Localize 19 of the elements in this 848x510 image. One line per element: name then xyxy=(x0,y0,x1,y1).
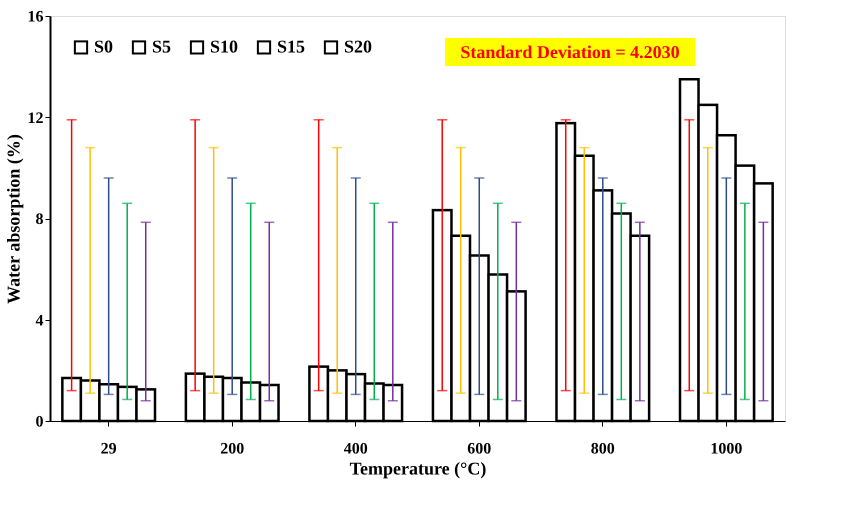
x-axis-title: Temperature (°C) xyxy=(350,458,486,478)
x-tick-label: 400 xyxy=(344,440,368,458)
y-axis-title: Water absorption (%) xyxy=(4,134,24,304)
x-tick-label: 200 xyxy=(220,440,244,458)
legend-label: S5 xyxy=(152,36,172,56)
x-tick-label: 800 xyxy=(590,440,615,458)
legend-label: S10 xyxy=(210,36,238,56)
y-tick-label: 4 xyxy=(36,312,44,330)
x-tick-label: 600 xyxy=(467,440,492,458)
y-tick-label: 16 xyxy=(28,8,44,26)
annotation: Standard Deviation = 4.2030 xyxy=(460,42,680,62)
legend-label: S20 xyxy=(344,36,372,56)
y-tick-label: 0 xyxy=(36,414,44,430)
legend-label: S0 xyxy=(94,36,114,56)
y-tick-label: 12 xyxy=(28,110,44,127)
y-tick-label: 8 xyxy=(36,211,44,228)
x-tick-label: 29 xyxy=(100,440,117,458)
x-tick-label: 1000 xyxy=(710,440,742,458)
legend-label: S15 xyxy=(277,36,306,56)
